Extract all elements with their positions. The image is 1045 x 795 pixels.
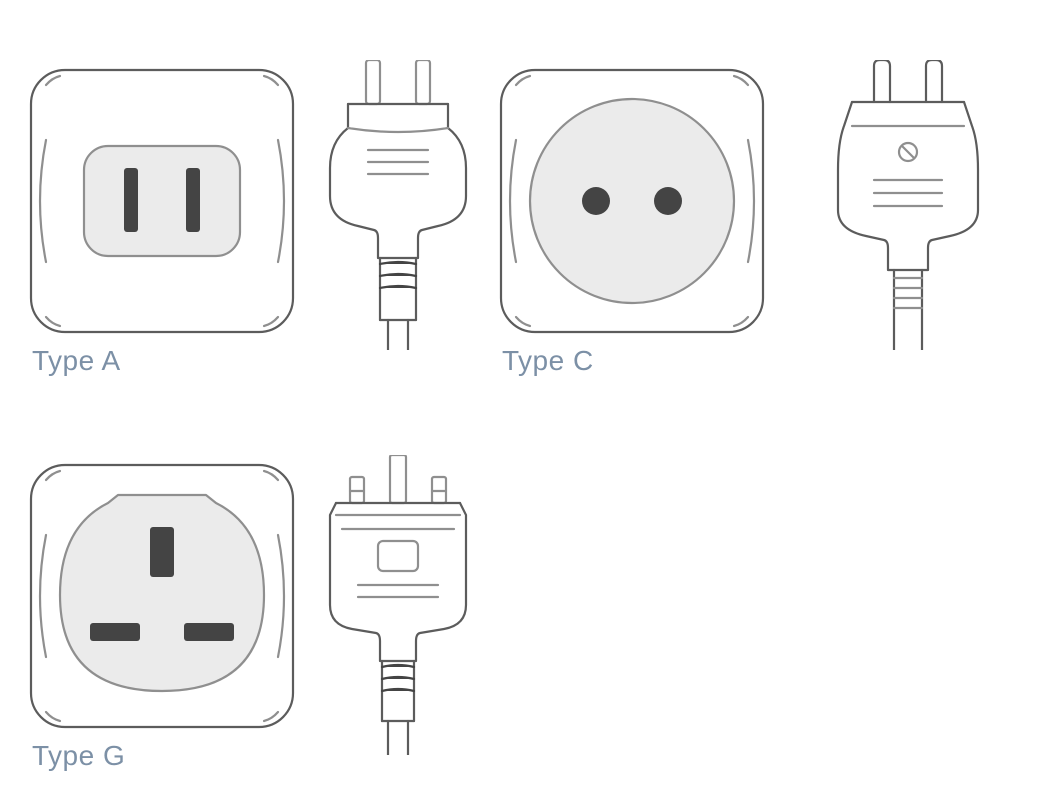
svg-type-a	[28, 60, 488, 350]
cell-type-c	[498, 60, 1018, 355]
label-type-c: Type C	[502, 345, 594, 377]
cell-type-g	[28, 455, 488, 760]
cell-type-a	[28, 60, 488, 355]
svg-type-c	[498, 60, 1018, 350]
label-type-a: Type A	[32, 345, 121, 377]
svg-type-g	[28, 455, 488, 755]
plug-infographic: Type A	[0, 0, 1045, 795]
label-type-g: Type G	[32, 740, 125, 772]
